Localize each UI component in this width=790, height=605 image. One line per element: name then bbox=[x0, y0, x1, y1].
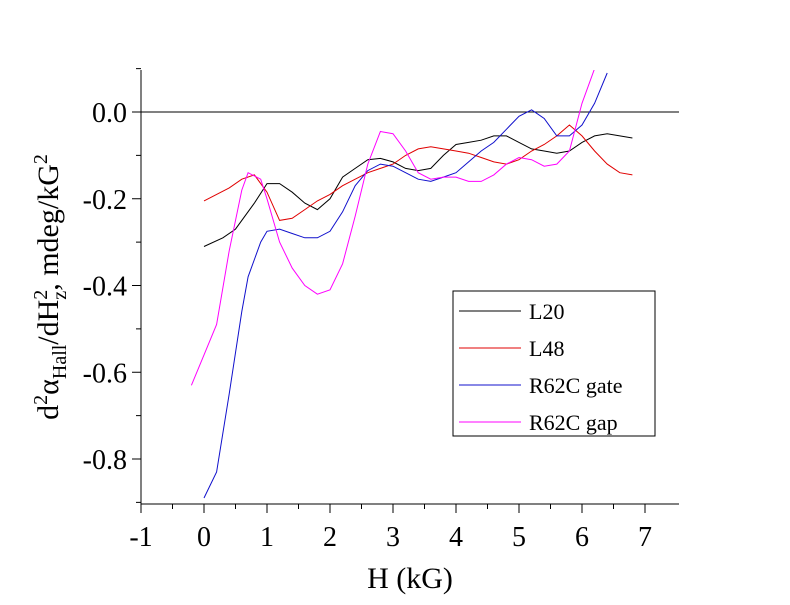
series-line-l20 bbox=[203, 133, 633, 247]
x-tick-label: 0 bbox=[197, 522, 211, 553]
series-line-l48 bbox=[203, 124, 633, 221]
y-tick-label: -0.6 bbox=[83, 358, 127, 389]
x-tick-label: 3 bbox=[386, 522, 400, 553]
legend-box bbox=[452, 290, 656, 437]
x-tick-label: 6 bbox=[575, 522, 589, 553]
series-lines bbox=[190, 70, 633, 499]
legend: L20 L48 R62C gate R62C gap bbox=[452, 290, 656, 437]
y-axis-ticks: 0.0 -0.2 -0.4 -0.6 -0.8 bbox=[83, 68, 141, 503]
y-tick-label: -0.2 bbox=[83, 185, 127, 216]
x-axis-ticks: -1 0 1 2 3 4 5 6 7 bbox=[129, 504, 652, 553]
y-label-sub-hall: Hall bbox=[49, 344, 71, 379]
y-tick-label: 0.0 bbox=[92, 98, 127, 129]
y-label-sup3: 2 bbox=[30, 154, 52, 164]
legend-label: L48 bbox=[529, 336, 564, 361]
series-line-r62c-gate bbox=[203, 72, 608, 499]
x-tick-label: 1 bbox=[260, 522, 274, 553]
legend-label: R62C gap bbox=[529, 410, 618, 435]
x-tick-label: 7 bbox=[638, 522, 652, 553]
legend-label: R62C gate bbox=[529, 373, 623, 398]
y-label-sub-z: z bbox=[49, 291, 71, 300]
x-tick-label: 2 bbox=[323, 522, 337, 553]
series-line-r62c-gap bbox=[190, 70, 595, 386]
y-label-sup2: 2 bbox=[30, 290, 52, 300]
x-axis-label: H (kG) bbox=[367, 562, 453, 595]
y-label-alpha: α bbox=[32, 379, 65, 395]
x-tick-label: 5 bbox=[512, 522, 526, 553]
y-axis-label: d2αHall/dH2z, mdeg/kG2 bbox=[30, 154, 71, 420]
x-tick-label: 4 bbox=[449, 522, 463, 553]
y-tick-label: -0.4 bbox=[83, 272, 127, 303]
y-label-sup1: 2 bbox=[30, 395, 52, 405]
x-tick-label: -1 bbox=[129, 522, 152, 553]
y-tick-label: -0.8 bbox=[83, 445, 127, 476]
legend-label: L20 bbox=[529, 299, 564, 324]
y-label-mid: /dH bbox=[32, 300, 65, 345]
y-label-units: , mdeg/kG bbox=[32, 164, 65, 291]
y-label-d: d bbox=[32, 405, 65, 420]
